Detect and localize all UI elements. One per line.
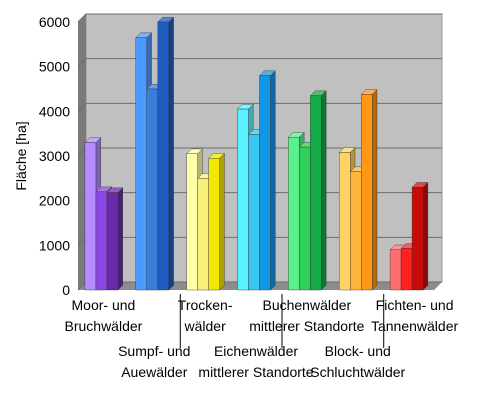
x-tick-label-line: Auewälder	[121, 364, 187, 380]
x-tick-label-line: Fichten- und	[376, 297, 454, 313]
bar-front	[186, 153, 198, 291]
bar-front	[310, 95, 322, 291]
x-tick-label: Buchenwälder mittlerer Standorte	[249, 297, 364, 334]
bar-front	[95, 191, 108, 291]
bar	[259, 70, 276, 291]
y-tick-label: 6000	[39, 14, 70, 30]
y-axis-title: Fläche [ha]	[13, 121, 29, 190]
bar-front	[237, 108, 249, 291]
bar-front	[106, 192, 119, 291]
bar-front	[389, 249, 402, 291]
x-tick-label: Trocken-wälder	[178, 297, 233, 334]
bar-front	[299, 146, 311, 291]
gridline-side	[77, 147, 87, 157]
bar	[208, 152, 225, 291]
bar	[309, 90, 327, 291]
bar-front	[400, 248, 413, 291]
y-tick-label: 1000	[39, 237, 70, 253]
bar	[106, 187, 124, 291]
bar-front	[146, 88, 158, 291]
bar-side	[270, 70, 276, 291]
bar-side	[321, 90, 327, 291]
bar-front	[361, 94, 373, 291]
bar-front	[84, 142, 97, 291]
x-tick-label-line: wälder	[184, 318, 227, 334]
x-tick-label-line: Moor- und	[72, 297, 136, 313]
bar-front	[248, 134, 260, 291]
y-tick-label: 4000	[39, 103, 70, 119]
bar-front	[197, 178, 209, 291]
bar-side	[372, 89, 378, 291]
bar-front	[259, 75, 271, 291]
x-tick-label: Eichenwälder mittlerer Standorte	[198, 343, 313, 380]
bar-front	[411, 187, 424, 291]
bar-front	[288, 137, 300, 291]
bar-front	[339, 152, 351, 291]
x-tick-label-line: Sumpf- und	[118, 343, 190, 359]
x-tick-label-line: Eichenwälder	[214, 343, 298, 359]
bar-front	[157, 21, 169, 291]
gridline-side	[77, 13, 87, 23]
bar-front	[208, 158, 220, 291]
bar	[411, 181, 429, 291]
bar-side	[117, 187, 123, 291]
x-tick-label: Moor- und Bruchwälder	[65, 297, 143, 334]
x-tick-label-line: Block- und	[325, 343, 391, 359]
x-tick-label: Fichten- und Tannenwälder	[371, 297, 459, 334]
x-tick-label-line: Tannenwälder	[371, 318, 459, 334]
gridline-side	[77, 281, 87, 291]
gridline-side	[77, 58, 87, 68]
y-tick-label: 0	[62, 282, 70, 298]
y-tick-label: 2000	[39, 193, 70, 209]
bar	[360, 89, 378, 291]
bar	[157, 16, 175, 291]
x-tick-label: Block- und Schluchtwälder	[310, 343, 405, 380]
bar-side	[219, 152, 225, 291]
bar-side	[168, 16, 174, 291]
x-tick-label-line: mittlerer Standorte	[198, 364, 313, 380]
gridline-side	[77, 102, 87, 112]
y-tick-label: 5000	[39, 59, 70, 75]
x-tick-label-line: Buchenwälder	[262, 297, 351, 313]
y-tick-label: 3000	[39, 148, 70, 164]
x-tick-label-line: Schluchtwälder	[310, 364, 405, 380]
bar-front	[135, 37, 147, 291]
x-tick-label-line: Trocken-	[178, 297, 233, 313]
x-tick-label-line: mittlerer Standorte	[249, 318, 364, 334]
bar-side	[422, 181, 429, 291]
gridline-side	[77, 236, 87, 246]
bar-front	[350, 171, 362, 291]
x-tick-label-line: Bruchwälder	[65, 318, 143, 334]
gridline-side	[77, 192, 87, 202]
x-tick-label: Sumpf- und Auewälder	[118, 343, 190, 380]
